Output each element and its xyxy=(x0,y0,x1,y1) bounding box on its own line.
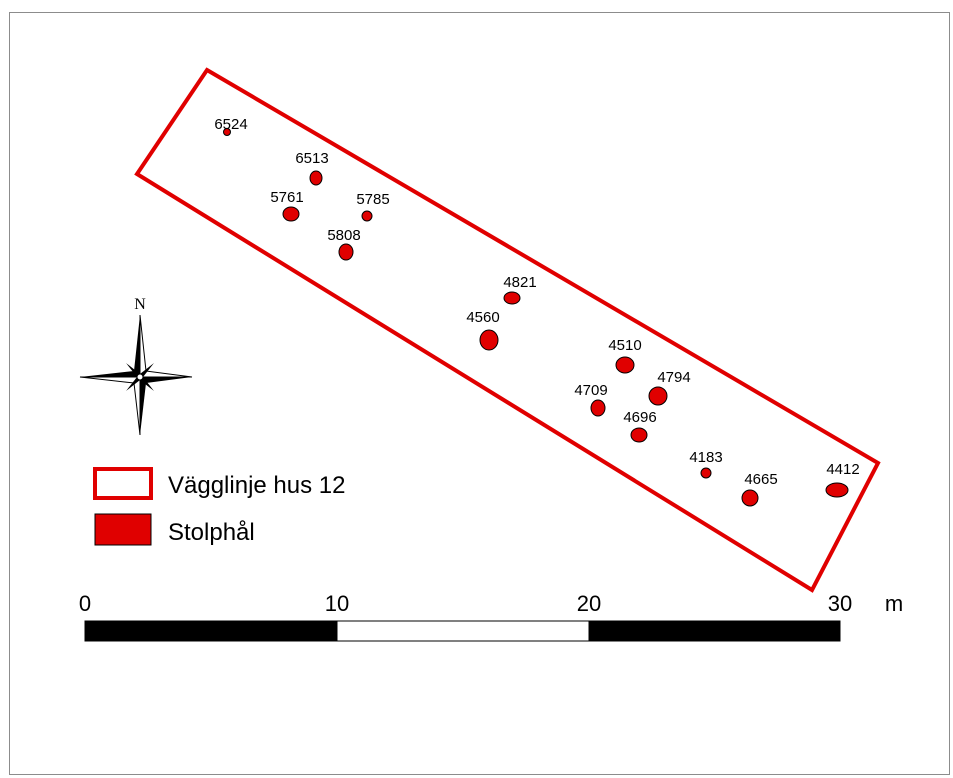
scale-segment-2 xyxy=(336,620,590,642)
posthole-label-4412: 4412 xyxy=(826,461,859,478)
north-label: N xyxy=(134,296,146,313)
scale-tick-10: 10 xyxy=(325,591,349,616)
posthole-label-5785: 5785 xyxy=(356,191,389,208)
posthole-label-4709: 4709 xyxy=(574,382,607,399)
scale-bar: 0 10 20 30 m xyxy=(79,591,903,642)
posthole-4510 xyxy=(615,356,635,374)
posthole-label-4794: 4794 xyxy=(657,369,690,386)
scale-segment-3 xyxy=(588,620,841,642)
posthole-label-4696: 4696 xyxy=(623,409,656,426)
posthole-label-4821: 4821 xyxy=(503,274,536,291)
map-frame xyxy=(9,12,950,775)
posthole-label-6524: 6524 xyxy=(214,116,247,133)
posthole-4665 xyxy=(741,489,759,507)
scale-tick-30: 30 xyxy=(828,591,852,616)
posthole-4821 xyxy=(503,291,521,305)
posthole-label-5761: 5761 xyxy=(270,189,303,206)
posthole-4560 xyxy=(479,329,499,351)
legend-label-wall-line: Vägglinje hus 12 xyxy=(168,472,345,499)
posthole-label-4665: 4665 xyxy=(744,471,777,488)
posthole-4412 xyxy=(825,482,849,498)
posthole-4183 xyxy=(700,467,712,479)
posthole-6524 xyxy=(223,128,231,136)
legend-outline-swatch xyxy=(93,467,153,500)
posthole-label-5808: 5808 xyxy=(327,227,360,244)
scale-unit: m xyxy=(885,591,903,616)
scale-segment-1 xyxy=(84,620,338,642)
posthole-5761 xyxy=(282,206,300,222)
scale-tick-0: 0 xyxy=(79,591,91,616)
posthole-4696 xyxy=(630,427,648,443)
posthole-label-4183: 4183 xyxy=(689,449,722,466)
posthole-5785 xyxy=(361,210,373,222)
posthole-label-4560: 4560 xyxy=(466,309,499,326)
posthole-4709 xyxy=(590,399,606,417)
posthole-6513 xyxy=(309,170,323,186)
legend-label-posthole: Stolphål xyxy=(168,519,255,546)
postholes-layer: 6524 6513 5761 5785 5808 4821 4560 4510 4794 4709… xyxy=(214,116,860,507)
posthole-4794 xyxy=(648,386,668,406)
legend-filled-swatch xyxy=(94,513,152,546)
posthole-label-6513: 6513 xyxy=(295,150,328,167)
legend: Vägglinje hus 12 Stolphål xyxy=(93,467,345,546)
scale-tick-20: 20 xyxy=(577,591,601,616)
house-outline xyxy=(134,67,881,593)
posthole-label-4510: 4510 xyxy=(608,337,641,354)
compass-rose-icon: N xyxy=(79,296,193,436)
posthole-5808 xyxy=(338,243,354,261)
